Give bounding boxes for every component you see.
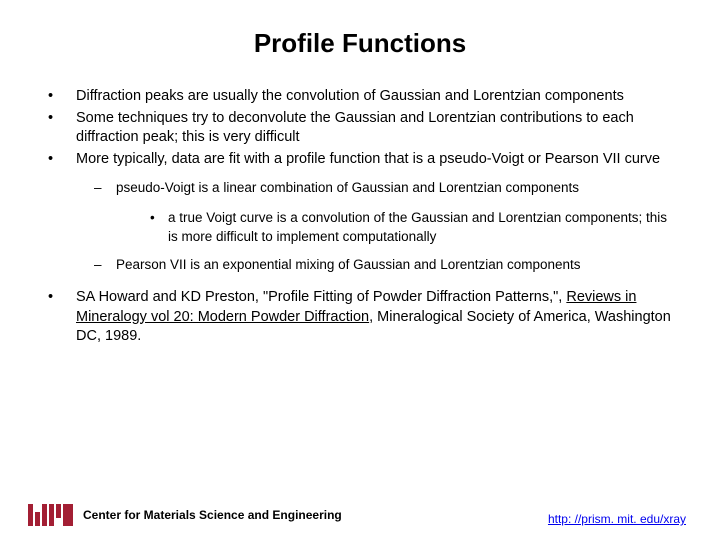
bullet-marker: • — [150, 209, 168, 245]
bullet-marker: • — [40, 87, 76, 107]
bullet-item: • Some techniques try to deconvolute the… — [40, 109, 680, 148]
bullet-text: Diffraction peaks are usually the convol… — [76, 87, 680, 107]
bullet-marker: • — [40, 109, 76, 148]
mit-logo-icon — [28, 504, 73, 526]
footer: Center for Materials Science and Enginee… — [0, 504, 720, 526]
logo-bar — [56, 504, 61, 518]
logo-bar — [28, 504, 33, 526]
sub-bullet-text: Pearson VII is an exponential mixing of … — [116, 256, 680, 274]
dash-marker: – — [94, 179, 116, 197]
citation-pre: SA Howard and KD Preston, "Profile Fitti… — [76, 289, 566, 305]
subsub-bullet-text: a true Voigt curve is a convolution of t… — [168, 209, 680, 245]
slide-content: • Diffraction peaks are usually the conv… — [40, 87, 680, 347]
citation-text: SA Howard and KD Preston, "Profile Fitti… — [76, 288, 680, 347]
bullet-text: More typically, data are fit with a prof… — [76, 150, 680, 170]
footer-center-text: Center for Materials Science and Enginee… — [83, 508, 342, 522]
sub-bullet-text: pseudo-Voigt is a linear combination of … — [116, 179, 680, 197]
bullet-item: • Diffraction peaks are usually the conv… — [40, 87, 680, 107]
bullet-list: • Diffraction peaks are usually the conv… — [40, 87, 680, 169]
sub-bullet-list: – pseudo-Voigt is a linear combination o… — [40, 179, 680, 197]
footer-left: Center for Materials Science and Enginee… — [28, 504, 342, 526]
subsub-bullet-list: • a true Voigt curve is a convolution of… — [40, 209, 680, 245]
logo-bar — [42, 504, 47, 526]
bullet-marker: • — [40, 288, 76, 347]
logo-bar — [35, 512, 40, 526]
sub-bullet-item: – pseudo-Voigt is a linear combination o… — [40, 179, 680, 197]
logo-bar — [63, 504, 73, 526]
sub-bullet-list: – Pearson VII is an exponential mixing o… — [40, 256, 680, 274]
slide: Profile Functions • Diffraction peaks ar… — [0, 0, 720, 540]
dash-marker: – — [94, 256, 116, 274]
bullet-item: • More typically, data are fit with a pr… — [40, 150, 680, 170]
footer-link[interactable]: http: //prism. mit. edu/xray — [548, 512, 686, 526]
bullet-list: • SA Howard and KD Preston, "Profile Fit… — [40, 288, 680, 347]
bullet-text: Some techniques try to deconvolute the G… — [76, 109, 680, 148]
logo-bar — [49, 504, 54, 526]
slide-title: Profile Functions — [40, 28, 680, 59]
bullet-item: • SA Howard and KD Preston, "Profile Fit… — [40, 288, 680, 347]
sub-bullet-item: – Pearson VII is an exponential mixing o… — [40, 256, 680, 274]
bullet-marker: • — [40, 150, 76, 170]
subsub-bullet-item: • a true Voigt curve is a convolution of… — [40, 209, 680, 245]
